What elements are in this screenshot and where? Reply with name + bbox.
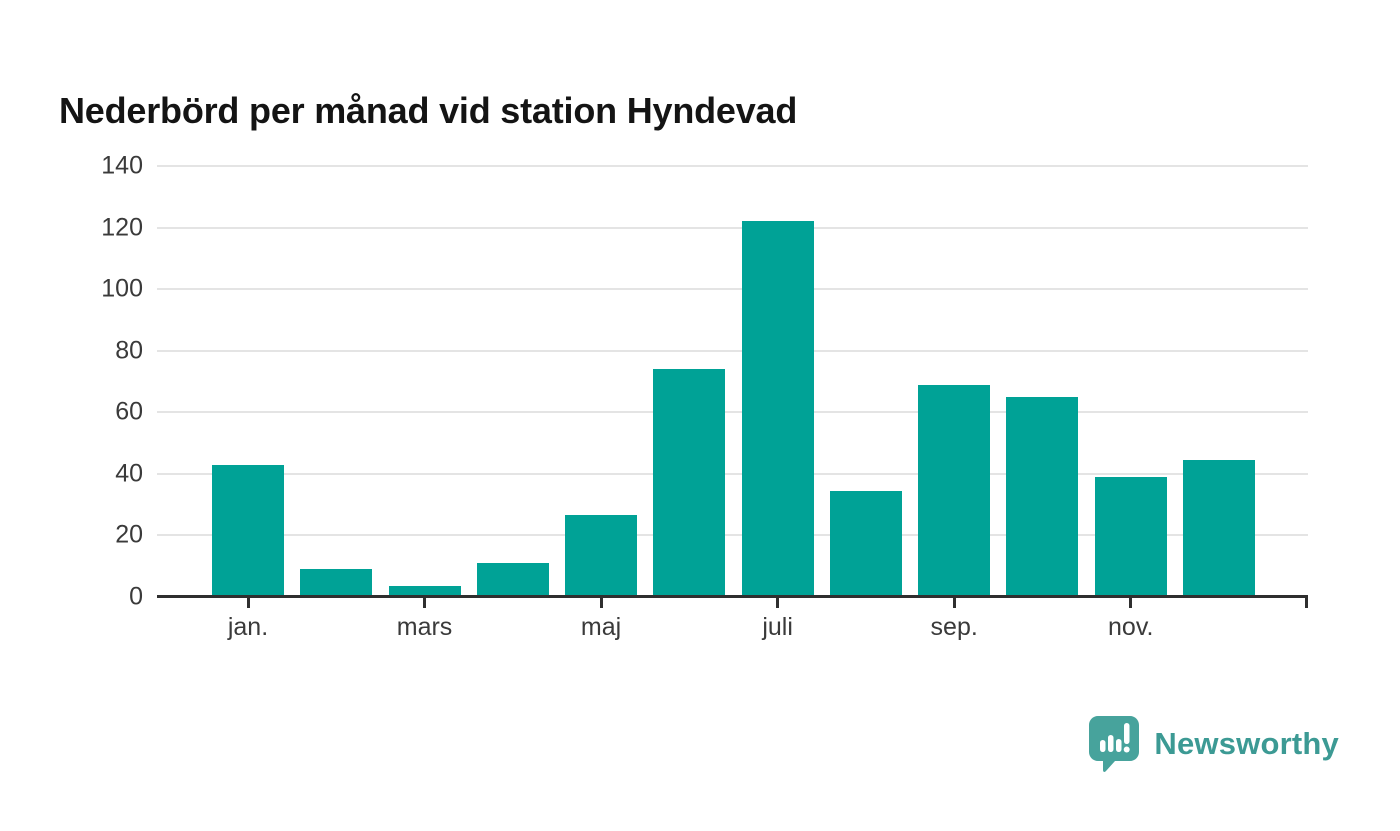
bar-month-12 [1182, 460, 1255, 597]
x-tick-jan [246, 597, 250, 608]
x-tick-sep [952, 597, 956, 608]
gridline-y-60 [157, 411, 1308, 414]
bar-month-11 [1094, 476, 1167, 597]
x-tick-label-mars: mars [396, 613, 453, 641]
newsworthy-logo-text: Newsworthy [1154, 726, 1339, 761]
bar-month-10 [1006, 396, 1079, 597]
bar-series [157, 166, 1308, 597]
x-tick-label-juli: juli [762, 613, 793, 641]
y-tick-label-40: 40 [115, 459, 143, 488]
y-tick-label-0: 0 [129, 582, 143, 611]
bar-month-3 [388, 586, 461, 597]
x-tick-juli [776, 597, 780, 608]
x-tick-label-maj: maj [580, 613, 622, 641]
chart-title: Nederbörd per månad vid station Hyndevad [59, 90, 798, 132]
gridline-y-100 [157, 288, 1308, 291]
gridline-y-20 [157, 534, 1308, 537]
gridline-y-140 [157, 165, 1308, 167]
y-tick-label-140: 140 [101, 151, 143, 180]
newsworthy-logo-icon [1089, 716, 1140, 772]
x-tick-label-jan: jan. [227, 613, 269, 641]
y-tick-label-120: 120 [101, 213, 143, 242]
gridline-y-120 [157, 226, 1308, 229]
x-tick-label-sep: sep. [930, 613, 978, 641]
x-axis-labels: jan. mars maj juli sep. nov. [157, 612, 1308, 648]
bar-month-7 [741, 221, 814, 597]
y-axis-labels: 0 20 40 60 80 100 120 140 [0, 153, 143, 609]
x-axis-end-tick [1305, 597, 1308, 608]
bar-month-2 [300, 569, 373, 597]
y-tick-label-100: 100 [101, 274, 143, 303]
bar-month-9 [918, 384, 991, 597]
bar-month-8 [829, 490, 902, 597]
branding: Newsworthy [1088, 715, 1339, 773]
x-tick-mars [423, 597, 427, 608]
bar-month-1 [212, 464, 284, 597]
bar-month-6 [653, 369, 726, 597]
x-tick-maj [599, 597, 603, 608]
gridline-y-40 [157, 472, 1308, 475]
y-tick-label-80: 80 [115, 336, 143, 365]
x-axis-line [157, 595, 1308, 598]
bar-month-4 [476, 563, 549, 597]
gridline-y-80 [157, 349, 1308, 352]
bar-month-5 [565, 515, 638, 597]
x-tick-label-nov: nov. [1108, 613, 1154, 641]
y-tick-label-20: 20 [115, 520, 143, 549]
plot-area [157, 165, 1308, 608]
x-tick-nov [1129, 597, 1133, 608]
y-tick-label-60: 60 [115, 397, 143, 426]
